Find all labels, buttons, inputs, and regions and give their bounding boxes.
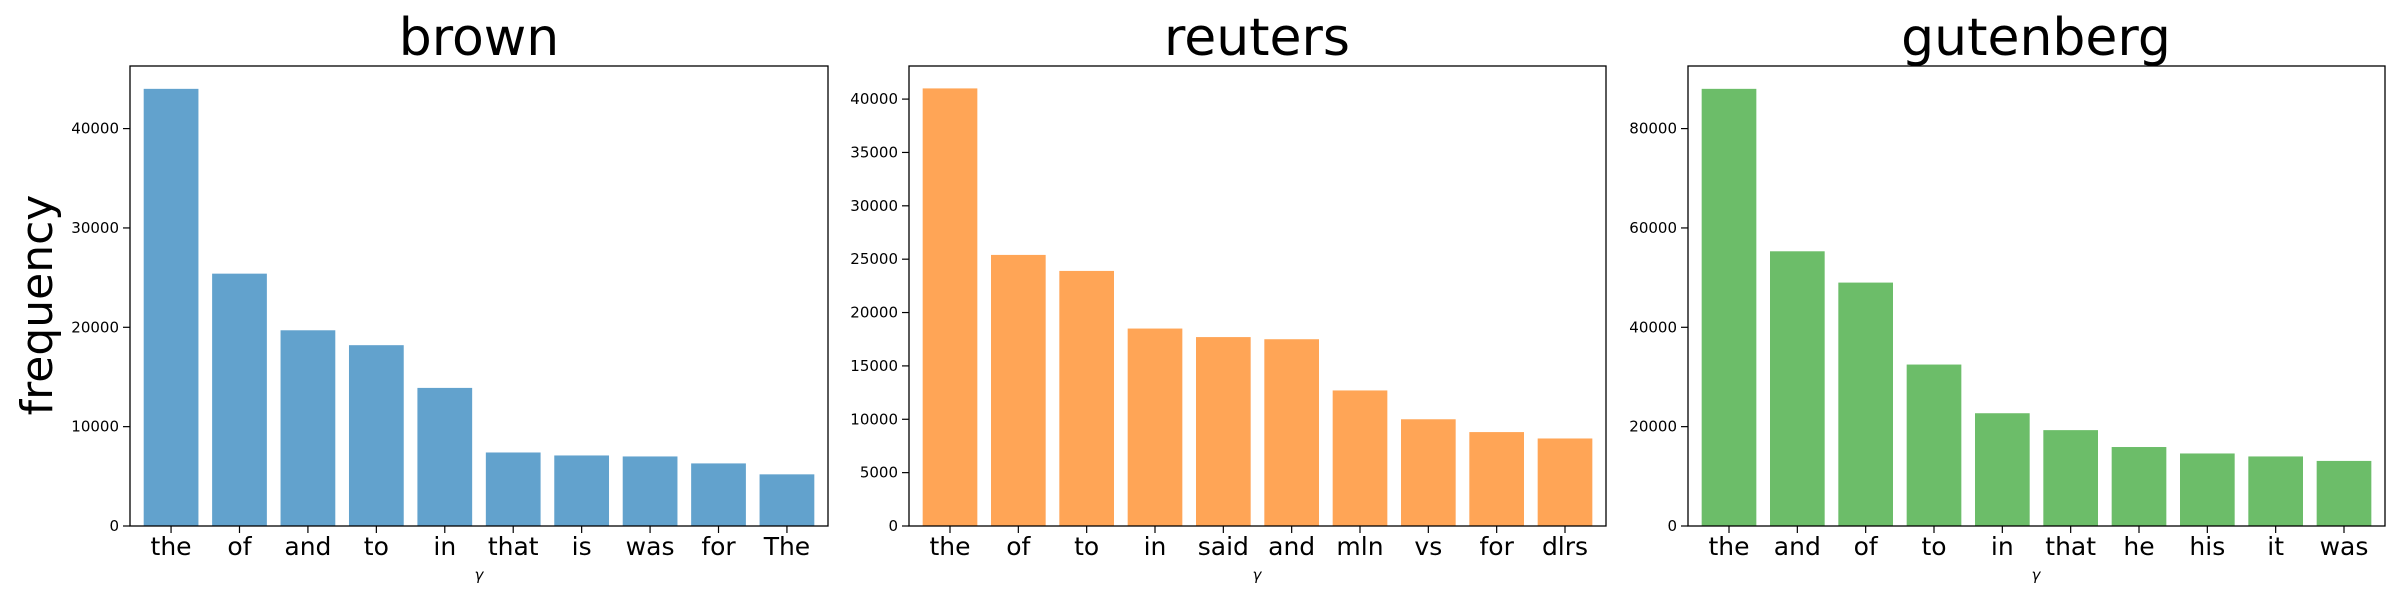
x-tick-label: of [227, 532, 252, 561]
bar [280, 330, 336, 526]
chart-brown: brown γ 0 10000 20000 30000 40000 the of and to i… [71, 8, 829, 584]
x-tick-label: for [701, 532, 736, 561]
y-tick-label: 0 [109, 517, 119, 535]
x-tick-label: the [151, 532, 192, 561]
bar [1332, 390, 1388, 526]
bar [1059, 270, 1114, 526]
bar [1401, 419, 1456, 526]
bar [691, 463, 746, 526]
bar [2111, 447, 2167, 526]
x-axis-label: γ [1253, 566, 1263, 584]
plot-area: 0 5000 10000 15000 20000 25000 30000 35000 40000… [850, 65, 1607, 561]
x-tick-label: mln [1336, 532, 1383, 561]
bar [1469, 432, 1524, 526]
y-tick-label: 30000 [71, 219, 119, 237]
y-tick-label: 60000 [1629, 219, 1677, 237]
x-tick-label: he [2123, 532, 2154, 561]
x-tick-label: was [626, 532, 675, 561]
bar [922, 88, 978, 526]
x-tick-label: is [572, 532, 592, 561]
y-tick-label: 40000 [850, 90, 898, 108]
bar [1537, 438, 1593, 526]
y-tick-label: 0 [1667, 517, 1677, 535]
plot-area: 0 10000 20000 30000 40000 the of and to in that is w… [71, 65, 829, 561]
x-tick-label: and [1774, 532, 1821, 561]
x-tick-label: in [433, 532, 456, 561]
x-tick-label: that [2045, 532, 2096, 561]
bar [1701, 88, 1757, 526]
figure-ylabel: frequency [12, 195, 63, 416]
y-tick-label: 35000 [850, 143, 898, 161]
y-tick-label: 5000 [860, 464, 898, 482]
x-tick-label: the [929, 532, 970, 561]
x-tick-label: said [1198, 532, 1249, 561]
x-tick-label: and [284, 532, 331, 561]
chart-reuters: reuters γ 0 5000 10000 15000 20000 25000 30000… [850, 8, 1607, 584]
x-tick-label: to [1074, 532, 1099, 561]
y-tick-label: 20000 [850, 304, 898, 322]
chart-title: gutenberg [1901, 8, 2171, 68]
bar [212, 273, 267, 526]
bar [2043, 430, 2098, 526]
x-tick-label: of [1006, 532, 1031, 561]
y-tick-label: 0 [888, 517, 898, 535]
bar [1838, 282, 1893, 526]
y-tick-label: 15000 [850, 357, 898, 375]
x-tick-label: the [1708, 532, 1749, 561]
x-tick-label: for [1479, 532, 1514, 561]
bar [622, 456, 678, 526]
y-tick-label: 30000 [850, 197, 898, 215]
bar [1906, 364, 1962, 526]
x-tick-label: that [488, 532, 539, 561]
x-tick-label: and [1268, 532, 1315, 561]
axes-frame [1687, 65, 2386, 527]
bar [348, 345, 404, 526]
bar [991, 254, 1046, 526]
bar [417, 387, 473, 526]
x-tick-label: vs [1414, 532, 1442, 561]
x-axis-label: γ [475, 566, 485, 584]
x-axis-label: γ [2032, 566, 2042, 584]
bar [143, 88, 199, 526]
x-tick-label: it [2267, 532, 2284, 561]
bar [485, 452, 541, 526]
chart-title: brown [399, 8, 560, 68]
x-tick-label: his [2189, 532, 2225, 561]
y-tick-label: 80000 [1629, 120, 1677, 138]
y-tick-label: 25000 [850, 250, 898, 268]
y-tick-label: 10000 [71, 418, 119, 436]
x-tick-label: The [763, 532, 811, 561]
chart-title: reuters [1164, 8, 1350, 68]
y-tick-label: 20000 [71, 318, 119, 336]
y-tick-label: 10000 [850, 410, 898, 428]
x-tick-label: was [2320, 532, 2369, 561]
x-tick-label: to [364, 532, 389, 561]
bar [1975, 413, 2030, 526]
bar [759, 474, 815, 526]
bar [2316, 460, 2372, 526]
bar [1264, 339, 1319, 526]
chart-gutenberg: gutenberg γ 0 20000 40000 60000 80000 the and o… [1629, 8, 2386, 584]
y-tick-label: 40000 [1629, 318, 1677, 336]
bar [1770, 251, 1825, 527]
bar [2180, 453, 2235, 526]
bar [2248, 456, 2303, 526]
x-tick-label: in [1144, 532, 1167, 561]
x-tick-label: dlrs [1542, 532, 1588, 561]
x-tick-label: in [1991, 532, 2014, 561]
x-tick-label: to [1921, 532, 1946, 561]
y-tick-label: 20000 [1629, 418, 1677, 436]
x-tick-label: of [1854, 532, 1879, 561]
bar [554, 455, 610, 526]
bar [1196, 337, 1251, 526]
bar [1127, 328, 1183, 526]
axes-frame [908, 65, 1607, 527]
y-tick-label: 40000 [71, 120, 119, 138]
plot-area: 0 20000 40000 60000 80000 the and of to in that he h… [1629, 65, 2386, 561]
axes-frame [129, 65, 829, 527]
